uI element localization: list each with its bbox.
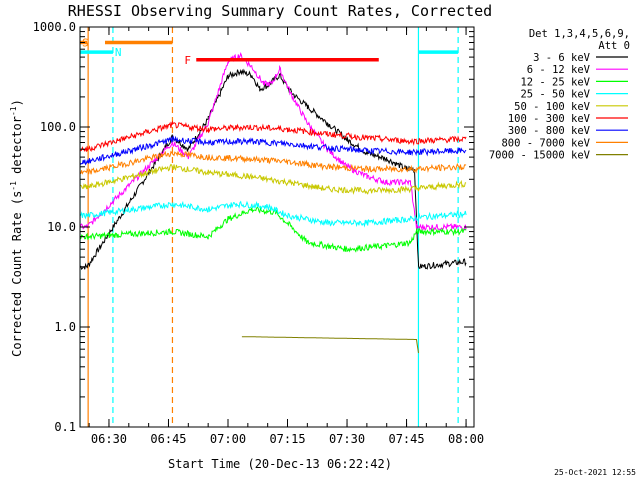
series-line-1	[80, 51, 467, 232]
x-tick-label-0: 06:30	[91, 432, 127, 446]
legend-label-7: 800 - 7000 keV	[501, 137, 590, 149]
series-line-4	[80, 163, 467, 195]
series-line-7	[80, 150, 467, 175]
y-tick-label-0: 0.1	[54, 420, 76, 434]
series-line-0	[80, 68, 467, 271]
y-tick-label-2: 10.0	[47, 220, 76, 234]
flag-label-0: S	[82, 36, 89, 49]
series-line-3	[80, 200, 467, 228]
x-tick-label-1: 06:45	[150, 432, 186, 446]
plot-data: S N F	[80, 27, 467, 427]
series-line-8	[241, 336, 419, 354]
series-line-6	[80, 135, 467, 166]
flag-label-2: N	[115, 46, 122, 59]
legend-label-4: 50 - 100 keV	[514, 101, 591, 113]
legend-label-2: 12 - 25 keV	[520, 76, 590, 88]
x-tick-label-4: 07:30	[329, 432, 365, 446]
legend-label-0: 3 - 6 keV	[533, 52, 591, 64]
x-tick-label-5: 07:45	[388, 432, 424, 446]
flag-label-4: F	[184, 54, 191, 67]
legend-header-2: Att 0	[598, 40, 630, 52]
x-tick-label-3: 07:15	[269, 432, 305, 446]
series-line-5	[80, 120, 467, 153]
legend-label-6: 300 - 800 keV	[508, 125, 591, 137]
x-axis: 06:30 06:45 07:00 07:15 07:30 07:45 08:00	[88, 27, 484, 446]
x-axis-label: Start Time (20-Dec-13 06:22:42)	[168, 457, 392, 471]
x-tick-label-6: 08:00	[448, 432, 484, 446]
y-tick-label-3: 100.0	[40, 120, 76, 134]
legend-label-3: 25 - 50 keV	[520, 89, 590, 101]
y-tick-label-4: 1000.0	[33, 20, 76, 34]
timestamp-stamp: 25-Oct-2021 12:55	[554, 468, 636, 477]
y-axis-label: Corrected Count Rate (s-1 detector-1)	[9, 99, 24, 357]
y-axis: 0.1 1.0 10.0 100.0 1000.0	[33, 20, 474, 434]
legend-header-1: Det 1,3,4,5,6,9,	[529, 28, 630, 40]
y-tick-label-1: 1.0	[54, 320, 76, 334]
chart-title: RHESSI Observing Summary Count Rates, Co…	[68, 2, 492, 20]
legend-label-1: 6 - 12 keV	[527, 64, 591, 76]
legend-label-5: 100 - 300 keV	[508, 113, 591, 125]
legend-label-8: 7000 - 15000 keV	[489, 150, 591, 162]
x-tick-label-2: 07:00	[210, 432, 246, 446]
